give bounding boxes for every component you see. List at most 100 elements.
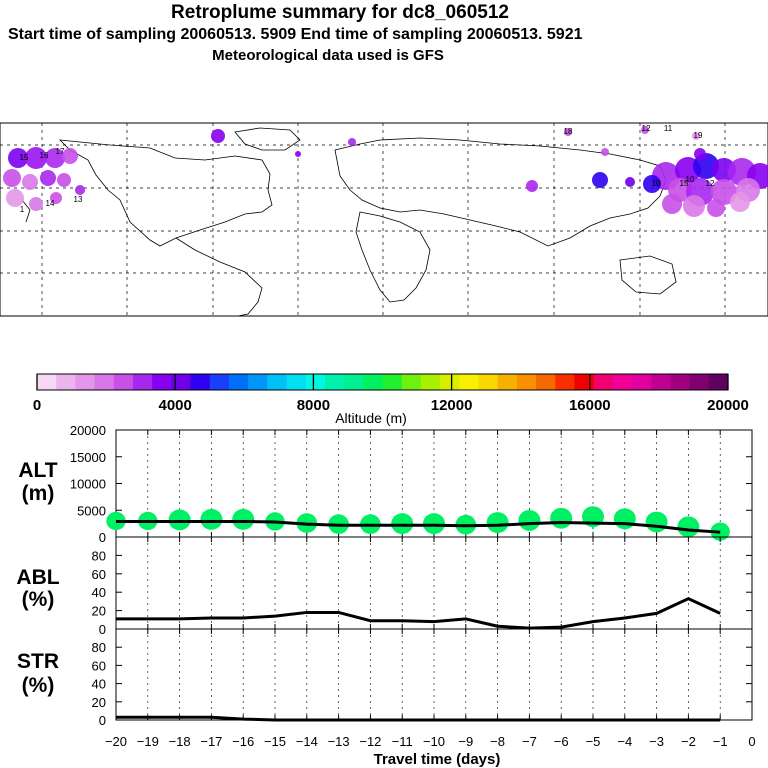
mean-altitude-line xyxy=(116,519,721,534)
y-tick-label: 40 xyxy=(92,677,106,692)
altitude-point xyxy=(486,512,509,534)
plume-dot xyxy=(601,148,609,156)
plume-label: 16 xyxy=(40,151,49,160)
colorbar-tick-label: 8000 xyxy=(297,397,330,414)
plume-label: 14 xyxy=(46,199,55,208)
altitude-point xyxy=(200,508,223,530)
x-tick-label: −4 xyxy=(617,734,632,749)
x-tick-label: −5 xyxy=(586,734,601,749)
colorbar-cell xyxy=(612,374,633,390)
colorbar-cell xyxy=(37,374,57,390)
str-unit-label: (%) xyxy=(22,674,55,697)
y-tick-label: 0 xyxy=(99,530,106,545)
x-axis-label: Travel time (days) xyxy=(374,751,501,768)
colorbar-tick-label: 12000 xyxy=(431,397,473,414)
x-tick-label: −6 xyxy=(554,734,569,749)
colorbar-cell xyxy=(248,374,268,390)
colorbar-cell xyxy=(305,374,326,390)
colorbar-cell xyxy=(593,374,614,390)
y-tick-label: 80 xyxy=(92,548,106,563)
colorbar-cell xyxy=(228,374,249,390)
str-label: STR xyxy=(17,650,59,673)
colorbar-tick-label: 0 xyxy=(33,397,41,414)
map-gridlines xyxy=(0,123,768,316)
colorbar-cell xyxy=(536,374,556,390)
colorbar-cell xyxy=(152,374,172,390)
colorbar-cell xyxy=(56,374,76,390)
figure-title: Retroplume summary for dc8_060512 xyxy=(171,2,509,23)
x-tick-label: −20 xyxy=(105,734,127,749)
plume-label: 15 xyxy=(680,179,689,188)
plume-dot xyxy=(57,173,71,187)
x-tick-label: −10 xyxy=(423,734,445,749)
plume-dot xyxy=(3,169,21,187)
plume-dot xyxy=(8,148,28,168)
colorbar-cell xyxy=(132,374,153,390)
plume-dot xyxy=(40,170,56,186)
sampling-times: Start time of sampling 20060513. 5909 En… xyxy=(8,26,583,43)
colorbar-cells xyxy=(37,374,729,390)
x-tick-label: −19 xyxy=(137,734,159,749)
y-tick-label: 80 xyxy=(92,640,106,655)
colorbar-cell xyxy=(382,374,403,390)
panel-0: 20000 15000 10000 5000 0 xyxy=(70,423,753,545)
colorbar-ticks: 0 4000 8000 12000 16000 20000 xyxy=(33,374,749,414)
altitude-point xyxy=(645,511,668,533)
plume-dot xyxy=(50,192,62,204)
colorbar-cell xyxy=(171,374,192,390)
altitude-point xyxy=(677,516,700,538)
colorbar-cell xyxy=(689,374,710,390)
y-tick-label: 20 xyxy=(92,695,106,710)
plume-label: 12 xyxy=(642,124,651,133)
colorbar-cell xyxy=(574,374,595,390)
plume-dot xyxy=(6,189,24,207)
colorbar-cell xyxy=(497,374,518,390)
abl-series-line xyxy=(116,596,721,630)
coastlines xyxy=(21,127,677,317)
plume-dot xyxy=(643,175,661,193)
colorbar-cell xyxy=(344,374,364,390)
colorbar-cell xyxy=(94,374,115,390)
y-tick-label: 0 xyxy=(99,713,106,728)
plume-label: 19 xyxy=(694,131,703,140)
colorbar-cell xyxy=(670,374,691,390)
x-tick-label: −13 xyxy=(328,734,350,749)
colorbar-cell xyxy=(113,374,134,390)
altitude-point xyxy=(613,508,636,530)
y-tick-label: 20000 xyxy=(70,423,106,438)
plume-dot xyxy=(45,148,65,168)
y-tick-label: 60 xyxy=(92,567,106,582)
plume-dot xyxy=(526,180,538,192)
y-tick-label: 15000 xyxy=(70,450,106,465)
plume-label: 17 xyxy=(56,147,65,156)
altitude-point xyxy=(550,507,573,529)
colorbar-tick-label: 16000 xyxy=(569,397,611,414)
meteorology-source: Meteorological data used is GFS xyxy=(212,47,444,64)
colorbar-tick-label: 20000 xyxy=(707,397,749,414)
altitude-point xyxy=(168,509,191,531)
y-tick-label: 20 xyxy=(92,604,106,619)
colorbar-cell xyxy=(708,374,729,390)
x-tick-label: −14 xyxy=(296,734,318,749)
x-tick-label: −17 xyxy=(200,734,222,749)
map-frame xyxy=(0,122,768,317)
colorbar-cell xyxy=(420,374,441,390)
altitude-point xyxy=(232,508,255,530)
plume-label: 18 xyxy=(564,127,573,136)
colorbar-cell xyxy=(440,374,460,390)
plume-dot xyxy=(75,185,85,195)
plume-dot xyxy=(348,138,356,146)
y-tick-label: 5000 xyxy=(77,503,106,518)
y-tick-label: 40 xyxy=(92,585,106,600)
colorbar-cell xyxy=(190,374,211,390)
x-tick-labels: −20 −19 −18 −17 −16 −15 −14 −13 −12 −11 −10 −9 −8 −7−… xyxy=(105,734,756,749)
colorbar-cell xyxy=(478,374,499,390)
plume-label: 1 xyxy=(20,205,25,214)
plume-dot xyxy=(711,179,737,205)
altitude-point xyxy=(518,509,541,531)
altitude-colorbar: 0 4000 8000 12000 16000 20000 Altitude (m) xyxy=(33,373,749,426)
plume-dot xyxy=(692,132,700,140)
x-tick-label: −15 xyxy=(264,734,286,749)
